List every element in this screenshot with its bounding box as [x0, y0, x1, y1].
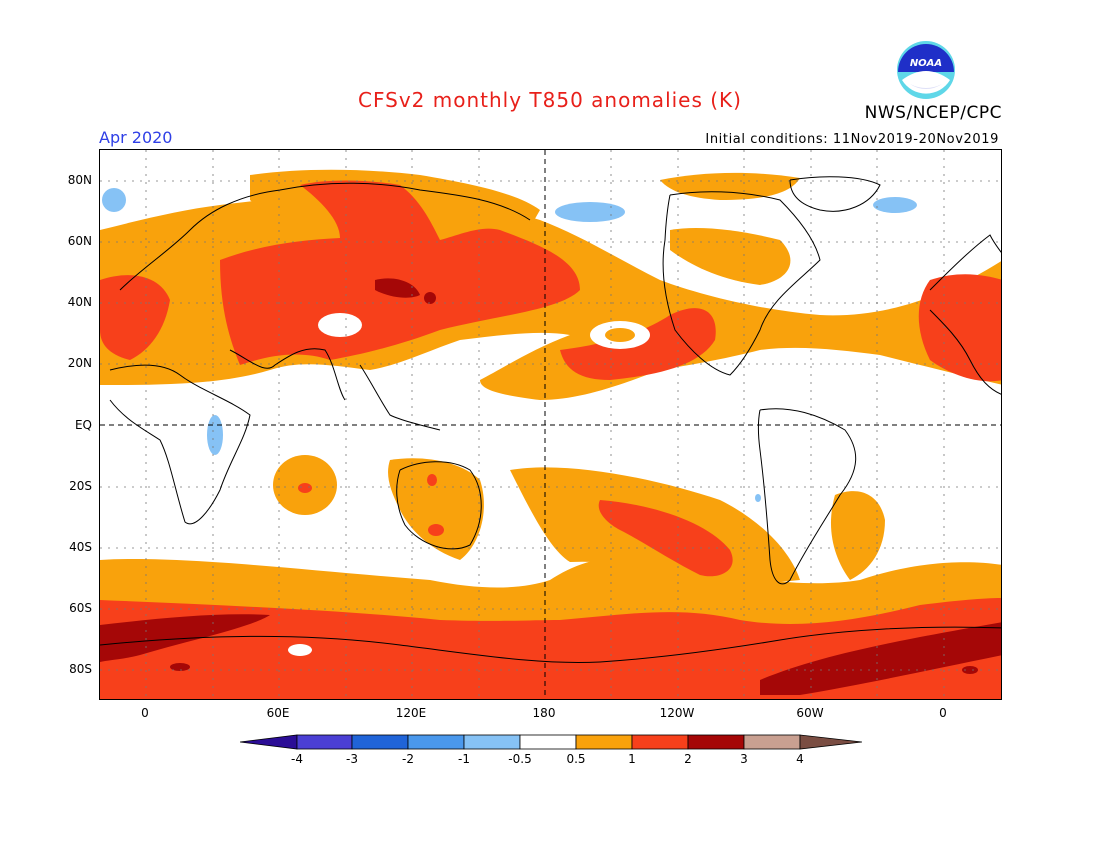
lat-label: 60N [67, 234, 92, 248]
lat-label: 60S [69, 601, 92, 615]
colorbar-tick: 1 [628, 752, 636, 766]
lon-label: 120E [395, 706, 427, 720]
anomaly-map [99, 149, 1002, 700]
colorbar-tick: 2 [684, 752, 692, 766]
colorbar-segment [575, 734, 633, 750]
colorbar-segment [351, 734, 409, 750]
lat-label: 40S [69, 540, 92, 554]
colorbar-segment [240, 734, 298, 750]
colorbar-tick: -0.5 [508, 752, 532, 766]
colorbar-segment [631, 734, 689, 750]
noaa-logo: NOAA [897, 41, 955, 99]
map-canvas [100, 150, 1001, 699]
colorbar-segment [296, 734, 353, 750]
lat-label: 80S [69, 662, 92, 676]
colorbar-tick: 0.5 [566, 752, 586, 766]
lon-label: 180 [532, 706, 556, 720]
lat-label: 20N [67, 356, 92, 370]
lon-label: 120W [659, 706, 695, 720]
svg-text:NOAA: NOAA [910, 58, 942, 69]
lat-label: 40N [67, 295, 92, 309]
lat-label: EQ [74, 418, 92, 432]
colorbar-tick: -1 [458, 752, 470, 766]
colorbar-tick: -2 [402, 752, 414, 766]
colorbar-segment [519, 734, 577, 750]
lat-label: 80N [67, 173, 92, 187]
colorbar-segment [743, 734, 801, 750]
colorbar-tick: 4 [796, 752, 804, 766]
chart-title: CFSv2 monthly T850 anomalies (K) [358, 88, 742, 112]
colorbar-segment [407, 734, 465, 750]
lon-label: 0 [141, 706, 149, 720]
colorbar-segment [799, 734, 862, 750]
initial-conditions: Initial conditions: 11Nov2019-20Nov2019 [705, 132, 999, 147]
colorbar-tick: -4 [291, 752, 303, 766]
colorbar-tick: -3 [346, 752, 358, 766]
lon-label: 60W [796, 706, 824, 720]
lon-label: 60E [266, 706, 290, 720]
colorbar-segment [687, 734, 745, 750]
colorbar-segment [463, 734, 521, 750]
lat-label: 20S [69, 479, 92, 493]
colorbar-tick: 3 [740, 752, 748, 766]
colorbar [240, 734, 862, 750]
org-label: NWS/NCEP/CPC [864, 103, 1002, 123]
forecast-month: Apr 2020 [99, 128, 173, 147]
lon-label: 0 [939, 706, 947, 720]
